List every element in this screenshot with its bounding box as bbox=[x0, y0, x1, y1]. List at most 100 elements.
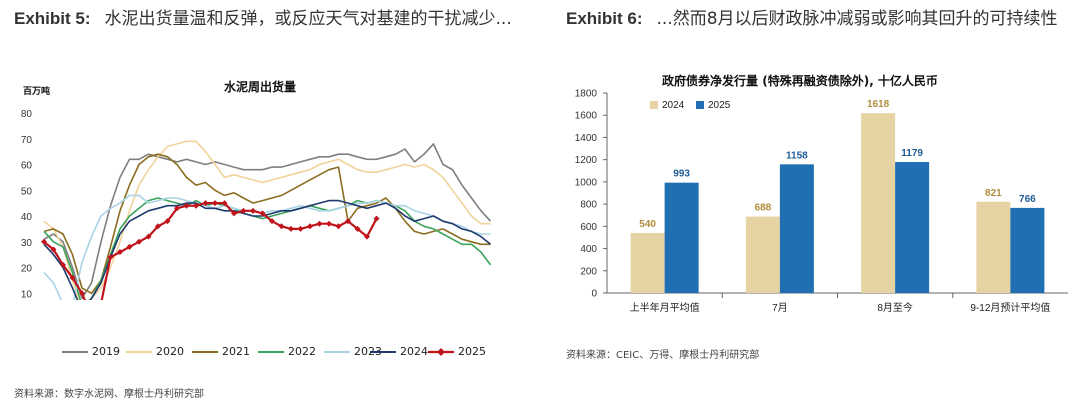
legend-swatch bbox=[258, 350, 284, 353]
data-point-2025 bbox=[145, 233, 152, 240]
y-tick-label: 1200 bbox=[575, 155, 598, 166]
data-point-2025 bbox=[354, 225, 361, 232]
legend-label: 2022 bbox=[288, 345, 316, 358]
y-tick-label: 200 bbox=[580, 266, 597, 277]
data-point-2025 bbox=[212, 200, 218, 207]
data-point-2025 bbox=[79, 290, 85, 297]
legend-swatch bbox=[370, 350, 396, 353]
data-point-2025 bbox=[164, 218, 171, 225]
data-label-2025: 1158 bbox=[786, 150, 808, 161]
bar-2024 bbox=[861, 113, 896, 293]
data-point-2025 bbox=[202, 200, 209, 207]
y-tick-label: 1600 bbox=[575, 111, 598, 122]
data-point-2025 bbox=[69, 274, 76, 281]
data-point-2025 bbox=[231, 210, 237, 217]
data-point-2025 bbox=[117, 249, 123, 256]
data-point-2025 bbox=[345, 218, 351, 225]
y-tick-label: 1400 bbox=[575, 133, 598, 144]
exhibit-6-text: ...然而8月以后财政脉冲减弱或影响其回升的可持续性 bbox=[656, 9, 1058, 29]
data-point-2025 bbox=[136, 238, 142, 245]
data-point-2025 bbox=[107, 254, 114, 261]
legend-label: 2020 bbox=[156, 345, 184, 358]
x-tick-label: 7月 bbox=[772, 302, 788, 314]
data-point-2025 bbox=[316, 220, 323, 227]
line-chart-unit: 百万吨 bbox=[23, 87, 51, 97]
bar-2025 bbox=[779, 164, 814, 293]
y-tick-label: 70 bbox=[21, 135, 33, 146]
bar-2024 bbox=[630, 233, 665, 293]
legend-label-2024: 2024 bbox=[662, 100, 685, 111]
legend-swatch-2024 bbox=[650, 101, 658, 109]
x-tick-label: 上半年月平均值 bbox=[630, 301, 700, 314]
exhibit-6-label: Exhibit 6: bbox=[566, 9, 643, 28]
data-point-2025 bbox=[278, 223, 285, 230]
bar-2025 bbox=[664, 182, 699, 293]
legend-item-2020: 2020 bbox=[126, 345, 184, 358]
data-point-2025 bbox=[183, 202, 190, 209]
legend-label: 2021 bbox=[222, 345, 250, 358]
data-point-2025 bbox=[250, 207, 256, 214]
data-point-2025 bbox=[41, 238, 47, 245]
data-point-2025 bbox=[174, 205, 180, 212]
data-point-2025 bbox=[307, 223, 313, 230]
series-line-2020 bbox=[43, 140, 491, 300]
y-tick-label: 30 bbox=[21, 238, 33, 249]
y-tick-label: 10 bbox=[21, 289, 33, 300]
legend-swatch bbox=[324, 350, 350, 353]
data-label-2024: 540 bbox=[639, 219, 656, 230]
data-point-2025 bbox=[297, 225, 304, 232]
line-chart: 01020304050607080JanFebMarAprMayJunJulAu… bbox=[21, 109, 492, 300]
bar-chart-title: 政府债券净发行量 (特殊再融资债除外), 十亿人民币 bbox=[662, 74, 938, 88]
data-point-2025 bbox=[221, 200, 228, 207]
data-label-2025: 993 bbox=[673, 169, 690, 180]
legend-swatch-marker bbox=[437, 347, 445, 356]
legend-swatch-2025 bbox=[696, 101, 704, 109]
data-label-2025: 766 bbox=[1019, 194, 1036, 205]
bar-2025 bbox=[1010, 207, 1045, 293]
legend-item-2019: 2019 bbox=[62, 345, 120, 358]
legend-label: 2023 bbox=[354, 345, 382, 358]
data-point-2025 bbox=[259, 210, 266, 217]
exhibit-5-text: 水泥出货量温和反弹，或反应天气对基建的干扰减少... bbox=[104, 9, 512, 29]
legend-label: 2019 bbox=[92, 345, 120, 358]
data-point-2025 bbox=[240, 207, 247, 214]
legend-item-2022: 2022 bbox=[258, 345, 316, 358]
data-point-2025 bbox=[193, 202, 199, 209]
bar-2025 bbox=[895, 162, 930, 293]
data-point-2025 bbox=[326, 220, 332, 227]
data-point-2025 bbox=[126, 243, 133, 250]
legend-label: 2025 bbox=[458, 345, 486, 358]
legend-swatch bbox=[126, 350, 152, 353]
y-tick-label: 0 bbox=[591, 289, 597, 300]
data-label-2025: 1179 bbox=[901, 148, 923, 159]
bar-chart: 0 200 400 600 800 1000 1200 1400 1600 1800 上半年月平均值… bbox=[575, 89, 1068, 314]
y-tick-label: 80 bbox=[21, 109, 33, 120]
x-tick-label: 8月至今 bbox=[877, 301, 913, 314]
exhibit-6-source: 资料来源：CEIC、万得、摩根士丹利研究部 bbox=[566, 350, 760, 361]
exhibit-6-header: Exhibit 6: ...然而8月以后财政脉冲减弱或影响其回升的可持续性 bbox=[566, 6, 1066, 32]
legend-item-2024: 2024 bbox=[370, 345, 428, 358]
bar-2024 bbox=[745, 216, 780, 293]
series-line-2019 bbox=[43, 143, 492, 300]
legend-item-2025: 2025 bbox=[428, 345, 486, 358]
legend-label: 2024 bbox=[400, 345, 428, 358]
y-tick-label: 1800 bbox=[575, 89, 598, 100]
legend-item-2021: 2021 bbox=[192, 345, 250, 358]
series-line-2024 bbox=[43, 199, 492, 300]
exhibit-5-label: Exhibit 5: bbox=[14, 9, 91, 28]
data-point-2025 bbox=[60, 261, 66, 268]
y-tick-label: 40 bbox=[21, 212, 33, 223]
y-tick-label: 1000 bbox=[575, 177, 598, 188]
data-point-2025 bbox=[50, 246, 57, 253]
legend-swatch bbox=[62, 350, 88, 353]
y-tick-label: 800 bbox=[580, 200, 597, 211]
y-tick-label: 20 bbox=[21, 264, 33, 275]
y-tick-label: 400 bbox=[580, 244, 597, 255]
data-point-2025 bbox=[155, 223, 161, 230]
line-chart-title: 水泥周出货量 bbox=[223, 80, 296, 94]
data-point-2025 bbox=[364, 233, 370, 240]
series-line-2023 bbox=[43, 194, 491, 300]
data-point-2025 bbox=[288, 225, 294, 232]
data-label-2024: 688 bbox=[755, 203, 772, 214]
y-tick-label: 50 bbox=[21, 186, 33, 197]
